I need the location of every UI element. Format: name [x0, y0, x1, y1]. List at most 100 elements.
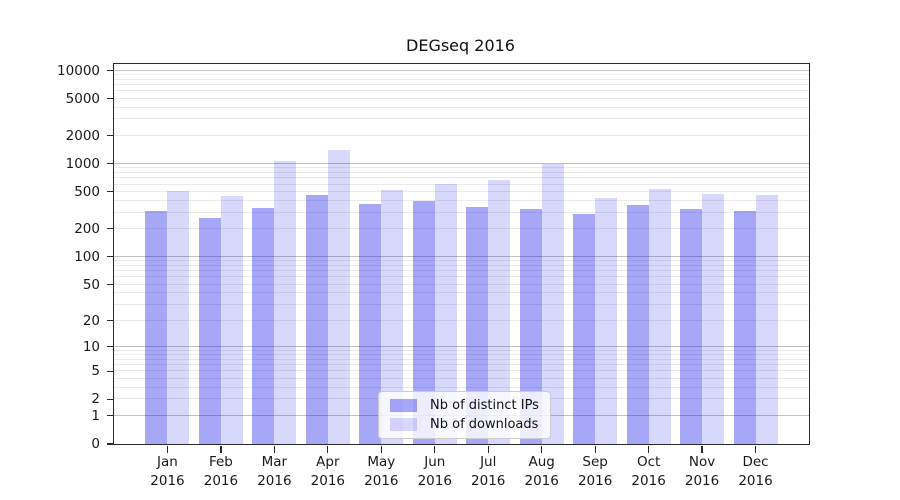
- y-tick-label: 20: [82, 312, 100, 329]
- x-tick-label: Jan 2016: [150, 454, 185, 490]
- y-tick-mark: [107, 443, 114, 445]
- bar-downloads: [541, 163, 564, 444]
- gridline-minor: [114, 167, 809, 169]
- y-tick-label: 10000: [57, 62, 100, 79]
- y-tick-label: 100: [74, 248, 100, 265]
- bar-downloads: [755, 194, 778, 444]
- gridline-major: [114, 69, 809, 71]
- legend: Nb of distinct IPs Nb of downloads: [378, 391, 551, 439]
- y-tick-mark: [107, 345, 114, 348]
- bar-distinct-ips: [359, 204, 382, 444]
- x-tick-mark: [327, 445, 329, 453]
- y-tick-label: 5: [91, 363, 100, 380]
- gridline-minor: [114, 292, 809, 294]
- bar-distinct-ips: [305, 195, 328, 444]
- bar-distinct-ips: [626, 205, 649, 444]
- gridline-minor: [114, 358, 809, 360]
- x-tick-mark: [647, 445, 650, 453]
- x-tick-mark: [273, 445, 276, 453]
- bar-distinct-ips: [198, 218, 221, 444]
- legend-swatch-distinct-ips-icon: [390, 399, 417, 412]
- x-tick-label: Aug 2016: [524, 454, 559, 490]
- gridline-major: [114, 345, 809, 347]
- x-tick-label: Feb 2016: [203, 454, 239, 490]
- bar-downloads: [327, 150, 350, 444]
- gridline-minor: [114, 106, 809, 108]
- gridline-minor: [114, 377, 809, 379]
- gridline-minor: [114, 227, 809, 229]
- y-tick-label: 2000: [65, 127, 100, 144]
- bar-downloads: [595, 197, 618, 444]
- bar-downloads: [702, 193, 725, 444]
- gridline-minor: [114, 177, 809, 179]
- x-tick-mark: [380, 445, 382, 453]
- legend-item-downloads: Nb of downloads: [390, 417, 539, 432]
- gridline-minor: [114, 276, 809, 278]
- x-tick-mark: [166, 445, 169, 453]
- y-tick-mark: [107, 228, 114, 230]
- x-tick-label: Nov 2016: [684, 454, 720, 490]
- gridline-minor: [114, 370, 809, 372]
- gridline-minor: [114, 386, 809, 388]
- y-tick-mark: [107, 97, 114, 100]
- legend-label-downloads: Nb of downloads: [430, 417, 539, 432]
- y-tick-label: 2: [91, 391, 100, 408]
- gridline-minor: [114, 134, 809, 136]
- legend-label-distinct-ips: Nb of distinct IPs: [430, 398, 539, 413]
- bar-distinct-ips: [466, 206, 489, 444]
- chart-title: DEGseq 2016: [406, 36, 515, 55]
- x-tick-mark: [220, 445, 222, 453]
- gridline-minor: [114, 211, 809, 213]
- bar-downloads: [434, 183, 457, 444]
- bar-distinct-ips: [145, 210, 168, 444]
- bar-distinct-ips: [573, 213, 596, 444]
- bar-distinct-ips: [519, 209, 542, 444]
- bar-distinct-ips: [412, 200, 435, 444]
- gridline-minor: [114, 303, 809, 305]
- x-tick-label: Mar 2016: [257, 454, 292, 490]
- gridline-minor: [114, 260, 809, 262]
- y-tick-mark: [107, 283, 114, 286]
- x-tick-label: Apr 2016: [310, 454, 346, 490]
- y-tick-mark: [107, 415, 114, 417]
- gridline-minor: [114, 270, 809, 272]
- y-tick-label: 500: [74, 183, 100, 200]
- x-tick-label: Jun 2016: [417, 454, 452, 490]
- x-tick-mark: [541, 445, 543, 453]
- bar-distinct-ips: [680, 208, 703, 444]
- y-tick-mark: [107, 256, 114, 258]
- y-tick-mark: [107, 319, 114, 322]
- y-tick-mark: [107, 69, 114, 72]
- gridline-major: [114, 255, 809, 257]
- bar-downloads: [381, 189, 404, 444]
- gridline-minor: [114, 97, 809, 99]
- bar-downloads: [488, 179, 511, 444]
- y-tick-label: 10: [82, 338, 100, 355]
- bar-downloads: [274, 160, 297, 444]
- gridline-minor: [114, 364, 809, 366]
- gridline-minor: [114, 349, 809, 351]
- gridline-minor: [114, 319, 809, 321]
- y-tick-label: 1: [91, 407, 100, 424]
- y-tick-label: 200: [74, 220, 100, 237]
- gridline-minor: [114, 190, 809, 192]
- x-tick-label: Oct 2016: [631, 454, 666, 490]
- bar-distinct-ips: [252, 207, 275, 444]
- y-tick-mark: [107, 134, 114, 137]
- x-tick-label: Jul 2016: [471, 454, 506, 490]
- bar-downloads: [220, 195, 243, 444]
- gridline-minor: [114, 73, 809, 75]
- gridline-minor: [114, 264, 809, 266]
- gridline-minor: [114, 90, 809, 92]
- gridline-minor: [114, 283, 809, 285]
- bar-downloads: [648, 189, 671, 444]
- x-tick-label: May 2016: [364, 454, 399, 490]
- y-tick-mark: [107, 398, 114, 400]
- gridline-minor: [114, 84, 809, 85]
- x-tick-label: Dec 2016: [738, 454, 773, 490]
- y-tick-label: 1000: [65, 155, 100, 172]
- x-tick-mark: [434, 445, 436, 453]
- x-tick-mark: [594, 445, 596, 453]
- y-tick-label: 0: [91, 436, 100, 452]
